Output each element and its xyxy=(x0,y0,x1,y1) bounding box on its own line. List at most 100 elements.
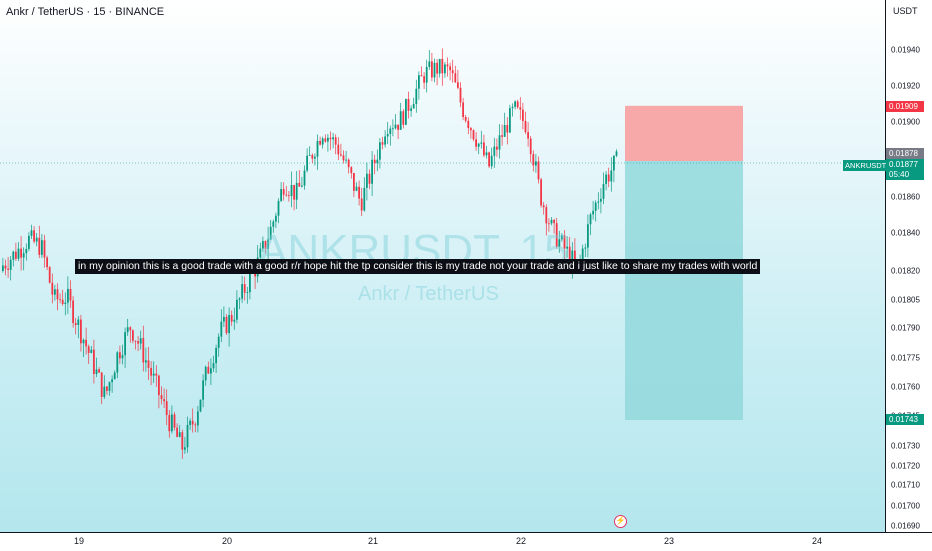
candle-body xyxy=(194,424,197,426)
candle-body xyxy=(537,161,540,180)
price-tick: 0.01805 xyxy=(891,295,920,305)
candle-body xyxy=(379,142,381,160)
candle-body xyxy=(444,64,446,74)
candle-body xyxy=(171,414,173,432)
candle-body xyxy=(615,151,618,156)
candle-body xyxy=(241,284,243,299)
candle-body xyxy=(61,299,64,304)
candle-body xyxy=(33,230,35,242)
candle-body xyxy=(134,340,137,342)
candle-body xyxy=(459,87,462,103)
candle-body xyxy=(402,111,405,125)
candle-body xyxy=(25,248,28,254)
candle-body xyxy=(98,369,100,373)
candle-body xyxy=(85,339,87,347)
candle-body xyxy=(314,156,316,159)
candle-body xyxy=(607,174,610,182)
price-tick: 0.01920 xyxy=(891,81,920,91)
symbol-title[interactable]: Ankr / TetherUS · 15 · BINANCE xyxy=(6,6,165,18)
candle-body xyxy=(212,363,215,369)
candle-body xyxy=(550,219,553,224)
candle-body xyxy=(496,146,498,150)
candle-body xyxy=(181,432,184,450)
price-tick: 0.01840 xyxy=(891,228,920,238)
candle-body xyxy=(132,330,134,341)
candle-body xyxy=(108,382,111,391)
candle-body xyxy=(493,146,496,156)
candle-body xyxy=(233,319,236,322)
candle-body xyxy=(329,137,332,140)
candle-body xyxy=(12,251,15,260)
price-tick: 0.01790 xyxy=(891,323,920,333)
candle-body xyxy=(555,223,558,248)
candle-body xyxy=(558,239,561,248)
candle-body xyxy=(553,219,555,224)
candle-body xyxy=(373,159,376,164)
candle-body xyxy=(197,411,199,426)
candle-body xyxy=(2,265,4,271)
candle-body xyxy=(30,230,33,236)
candle-body xyxy=(389,128,392,134)
candle-body xyxy=(215,347,217,364)
candle-body xyxy=(43,240,46,258)
candle-body xyxy=(337,144,340,155)
candle-body xyxy=(446,64,449,67)
candle-body xyxy=(433,62,436,78)
candle-body xyxy=(269,226,272,240)
candle-body xyxy=(420,75,423,77)
candle-body xyxy=(509,108,511,133)
candle-body xyxy=(285,194,288,196)
candle-body xyxy=(272,221,275,227)
candle-body xyxy=(464,116,467,121)
candle-body xyxy=(139,338,142,344)
candle-body xyxy=(454,73,457,83)
candle-body xyxy=(223,316,225,322)
candle-body xyxy=(568,246,571,266)
candle-body xyxy=(165,401,168,416)
candle-body xyxy=(327,137,329,142)
candle-body xyxy=(56,289,59,300)
candle-body xyxy=(158,375,160,396)
candle-body xyxy=(249,272,251,293)
candle-body xyxy=(111,379,113,383)
price-scale[interactable] xyxy=(885,0,932,532)
price-tick: 0.01775 xyxy=(891,353,920,363)
candle-body xyxy=(64,302,67,304)
candle-body xyxy=(15,251,17,259)
lightning-icon[interactable]: ⚡ xyxy=(614,515,627,528)
candle-body xyxy=(311,154,314,159)
candle-body xyxy=(20,248,22,258)
target-price-tag: 0.01743 xyxy=(886,414,924,425)
candle-body xyxy=(407,98,410,111)
candle-body xyxy=(129,327,132,331)
candle-body xyxy=(277,200,280,216)
candle-body xyxy=(410,108,412,111)
time-label: 23 xyxy=(663,536,675,546)
candle-body xyxy=(220,321,223,337)
candle-body xyxy=(184,447,186,450)
currency-label[interactable]: USDT xyxy=(893,6,918,16)
candle-body xyxy=(561,235,563,240)
candle-body xyxy=(542,205,545,208)
candle-body xyxy=(470,128,472,131)
candle-body xyxy=(67,288,69,303)
candle-body xyxy=(438,58,441,74)
candle-body xyxy=(186,424,189,448)
candle-body xyxy=(472,130,475,140)
candle-body xyxy=(399,111,402,130)
candle-body xyxy=(514,101,516,107)
time-axis[interactable] xyxy=(0,532,932,551)
candle-body xyxy=(397,124,399,130)
candle-body xyxy=(41,240,43,255)
trade-note-annotation[interactable]: in my opinion this is a good trade with … xyxy=(75,259,761,274)
candle-body xyxy=(152,373,155,376)
take-profit-zone xyxy=(625,161,743,420)
candle-body xyxy=(199,399,202,412)
price-tick: 0.01710 xyxy=(891,480,920,490)
time-label: 19 xyxy=(73,536,85,546)
candle-body xyxy=(368,173,371,184)
candle-body xyxy=(22,253,25,258)
candle-body xyxy=(113,372,116,380)
candle-body xyxy=(571,250,574,266)
candle-body xyxy=(103,386,106,397)
